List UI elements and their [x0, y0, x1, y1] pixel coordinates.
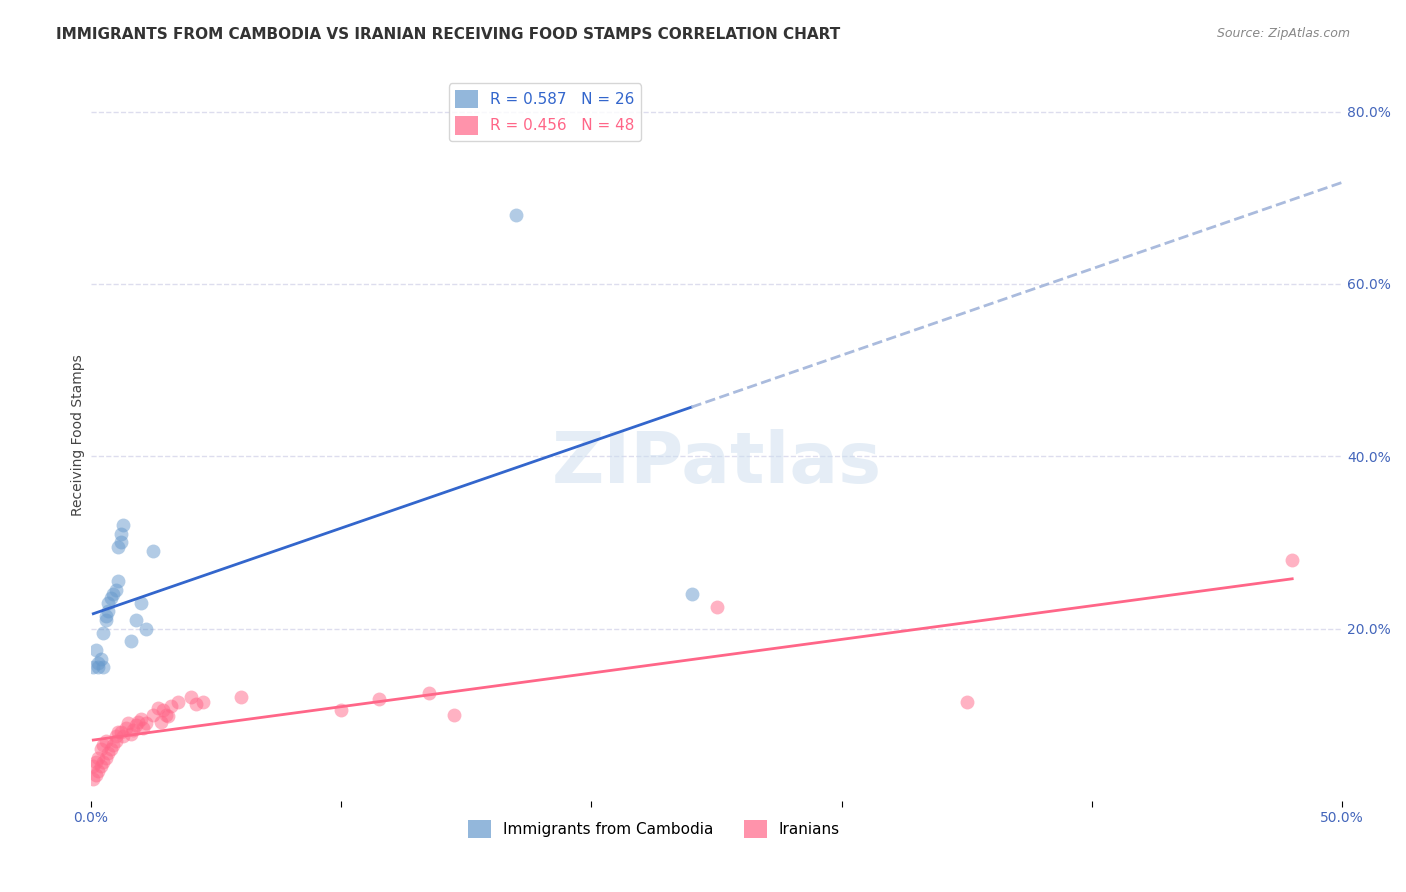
Text: ZIPatlas: ZIPatlas	[551, 429, 882, 499]
Point	[103, 738, 125, 752]
Point	[505, 208, 527, 222]
Point	[706, 600, 728, 615]
Point	[125, 718, 148, 732]
Point	[87, 656, 110, 670]
Point	[132, 721, 155, 735]
Point	[142, 707, 165, 722]
Point	[160, 699, 183, 714]
Legend: Immigrants from Cambodia, Iranians: Immigrants from Cambodia, Iranians	[461, 814, 846, 845]
Point	[330, 703, 353, 717]
Point	[148, 701, 170, 715]
Point	[87, 751, 110, 765]
Point	[135, 716, 157, 731]
Point	[1281, 552, 1303, 566]
Point	[100, 591, 122, 606]
Point	[180, 690, 202, 705]
Point	[167, 695, 190, 709]
Point	[110, 725, 132, 739]
Point	[90, 759, 112, 773]
Point	[104, 582, 127, 597]
Text: Source: ZipAtlas.com: Source: ZipAtlas.com	[1216, 27, 1350, 40]
Point	[91, 738, 114, 752]
Point	[149, 714, 172, 729]
Point	[107, 725, 129, 739]
Point	[103, 587, 125, 601]
Point	[87, 764, 110, 778]
Point	[112, 518, 135, 533]
Point	[157, 709, 180, 723]
Point	[418, 686, 440, 700]
Point	[90, 651, 112, 665]
Point	[107, 574, 129, 589]
Point	[229, 690, 252, 705]
Point	[120, 634, 142, 648]
Point	[91, 660, 114, 674]
Point	[94, 613, 117, 627]
Point	[90, 742, 112, 756]
Point	[94, 608, 117, 623]
Point	[82, 660, 104, 674]
Point	[120, 727, 142, 741]
Point	[956, 695, 979, 709]
Point	[142, 544, 165, 558]
Point	[104, 733, 127, 747]
Point	[122, 723, 145, 738]
Point	[129, 712, 152, 726]
Point	[82, 759, 104, 773]
Point	[91, 755, 114, 769]
Y-axis label: Receiving Food Stamps: Receiving Food Stamps	[72, 354, 86, 516]
Point	[155, 707, 177, 722]
Point	[112, 729, 135, 743]
Point	[82, 772, 104, 787]
Point	[84, 768, 107, 782]
Point	[97, 596, 120, 610]
Point	[100, 742, 122, 756]
Point	[84, 643, 107, 657]
Point	[152, 703, 174, 717]
Point	[443, 707, 465, 722]
Point	[84, 755, 107, 769]
Point	[367, 692, 389, 706]
Point	[117, 716, 139, 731]
Point	[87, 660, 110, 674]
Point	[135, 622, 157, 636]
Point	[681, 587, 703, 601]
Point	[97, 747, 120, 761]
Point	[91, 625, 114, 640]
Point	[97, 604, 120, 618]
Point	[110, 526, 132, 541]
Point	[104, 729, 127, 743]
Text: IMMIGRANTS FROM CAMBODIA VS IRANIAN RECEIVING FOOD STAMPS CORRELATION CHART: IMMIGRANTS FROM CAMBODIA VS IRANIAN RECE…	[56, 27, 841, 42]
Point	[114, 721, 136, 735]
Point	[125, 613, 148, 627]
Point	[129, 596, 152, 610]
Point	[184, 698, 207, 712]
Point	[107, 540, 129, 554]
Point	[193, 695, 215, 709]
Point	[94, 733, 117, 747]
Point	[127, 714, 149, 729]
Point	[110, 535, 132, 549]
Point	[94, 751, 117, 765]
